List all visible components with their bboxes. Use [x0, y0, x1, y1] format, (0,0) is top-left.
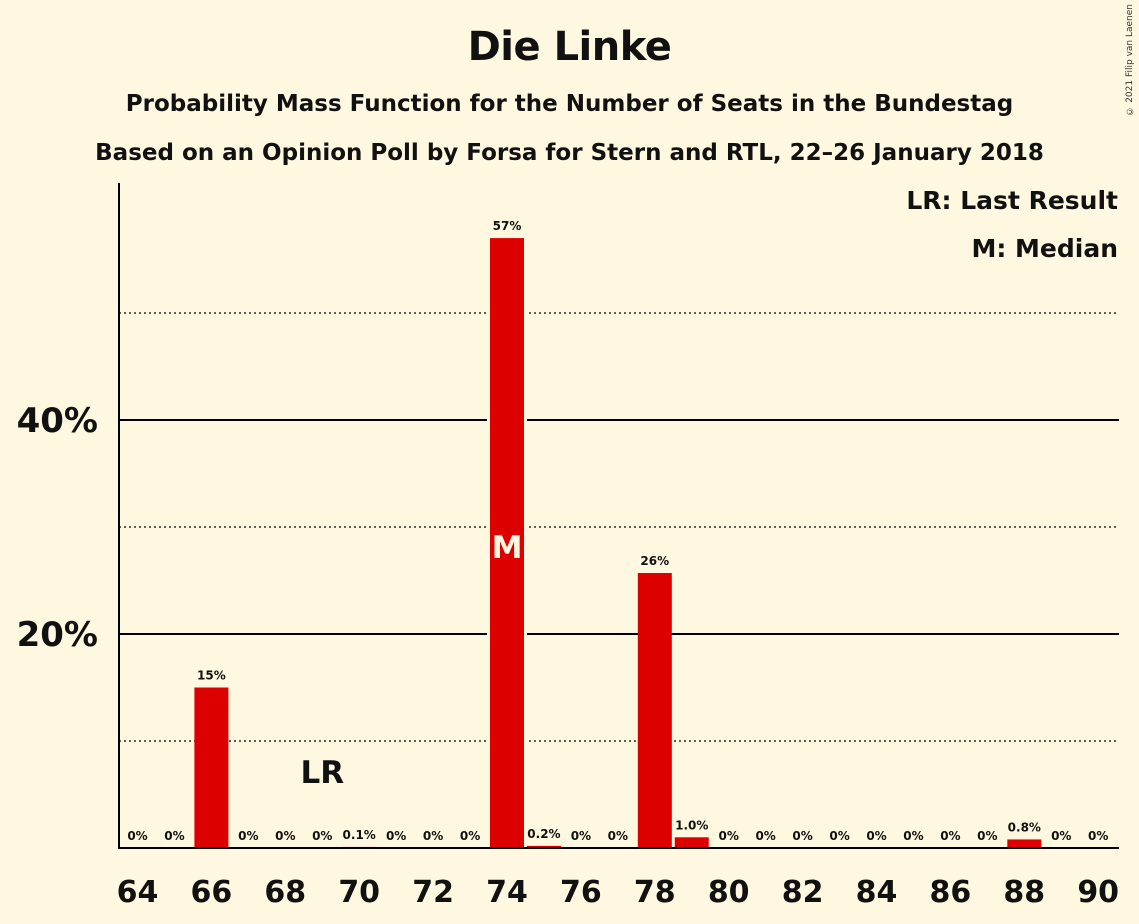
x-tick-label: 70: [338, 875, 380, 910]
bar-value-label: 0%: [940, 829, 960, 843]
bar: [490, 238, 524, 849]
x-tick-label: 66: [191, 875, 233, 910]
bar-value-label: 1.0%: [675, 818, 708, 832]
bar-value-label: 0%: [755, 829, 775, 843]
bar-value-label: 15%: [197, 669, 226, 683]
bar-value-label: 0%: [423, 829, 443, 843]
x-tick-label: 88: [1003, 875, 1045, 910]
bar-value-label: 0%: [866, 829, 886, 843]
x-tick-label: 80: [708, 875, 750, 910]
bar-value-label: 0%: [238, 829, 258, 843]
bar-value-label: 0%: [792, 829, 812, 843]
bar-value-label: 0%: [275, 829, 295, 843]
bar-value-label: 0%: [608, 829, 628, 843]
y-tick-label: 20%: [17, 615, 98, 655]
legend-last-result: LR: Last Result: [906, 186, 1118, 215]
bar-value-label: 0%: [571, 829, 591, 843]
y-tick-label: 40%: [17, 401, 98, 441]
x-tick-label: 90: [1077, 875, 1119, 910]
chart-subtitle-2: Based on an Opinion Poll by Forsa for St…: [95, 140, 1044, 166]
x-tick-label: 78: [634, 875, 676, 910]
bar-value-label: 0%: [977, 829, 997, 843]
bar-value-label: 0%: [127, 829, 147, 843]
median-marker: M: [492, 530, 523, 566]
x-tick-label: 68: [264, 875, 306, 910]
bar-value-label: 0.1%: [343, 828, 376, 842]
bar: [637, 573, 672, 848]
bar-value-label: 0%: [829, 829, 849, 843]
bar-value-label: 0%: [164, 829, 184, 843]
bar: [1007, 839, 1042, 848]
x-tick-label: 76: [560, 875, 602, 910]
bar-value-label: 0.8%: [1008, 820, 1041, 834]
x-tick-label: 64: [117, 875, 159, 910]
bar: [674, 837, 709, 848]
bar-value-label: 0%: [386, 829, 406, 843]
last-result-marker: LR: [300, 755, 344, 791]
bar-value-label: 0%: [460, 829, 480, 843]
x-tick-label: 72: [412, 875, 454, 910]
chart-title: Die Linke: [467, 24, 672, 70]
bar-value-label: 0%: [312, 829, 332, 843]
bar-value-label: 0%: [719, 829, 739, 843]
legend-median: M: Median: [971, 234, 1118, 263]
bar-value-label: 57%: [493, 219, 522, 233]
bar-value-label: 0%: [1051, 829, 1071, 843]
x-tick-label: 74: [486, 875, 528, 910]
bar: [194, 687, 229, 848]
bar-value-label: 26%: [640, 554, 669, 568]
chart-subtitle-1: Probability Mass Function for the Number…: [125, 91, 1014, 117]
bar-value-label: 0%: [1088, 829, 1108, 843]
bar-value-label: 0%: [903, 829, 923, 843]
bar: [526, 845, 561, 848]
x-tick-label: 86: [930, 875, 972, 910]
x-tick-label: 84: [856, 875, 898, 910]
bar-value-label: 0.2%: [527, 827, 560, 841]
x-tick-label: 82: [782, 875, 824, 910]
